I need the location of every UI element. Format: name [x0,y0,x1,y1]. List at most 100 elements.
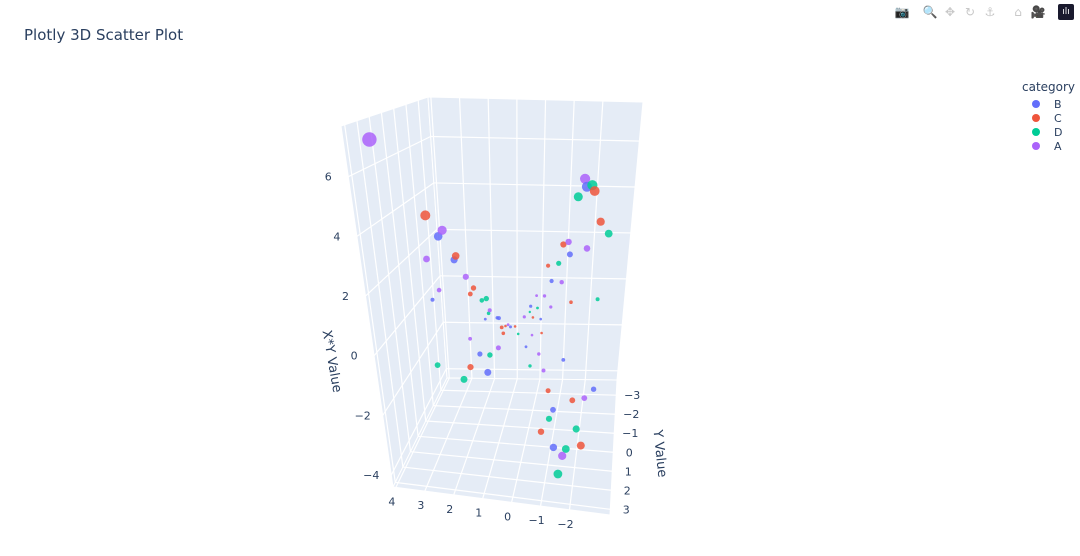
data-point-D [561,445,570,453]
gridline-x [487,98,496,379]
gridline-y [368,116,412,452]
data-point-B [496,316,501,321]
data-point-A [542,294,547,298]
pan-icon[interactable]: ✥ [944,5,956,19]
gridline-z [348,135,431,178]
data-point-A [535,294,538,297]
data-point-C [499,325,504,330]
data-point-B [483,317,487,321]
legend-item-C[interactable]: C [1032,111,1075,125]
z-tick-label: 0 [351,350,358,363]
z-tick-label: −2 [355,409,371,422]
data-point-D [483,295,489,302]
gridline-y [356,120,404,468]
data-point-A [487,308,492,313]
data-point-C [569,397,576,404]
data-point-A [468,336,472,341]
data-point-A [522,315,526,319]
orbit-rotation-icon[interactable]: ↻ [964,5,976,19]
data-point-A [541,368,546,373]
x-tick-label: −1 [528,514,544,527]
x-tick-label: 4 [388,495,395,508]
legend-label: B [1054,97,1062,111]
data-point-D [536,306,539,310]
gridline-z [443,321,623,326]
data-point-D [572,425,580,433]
legend-item-D[interactable]: D [1032,125,1075,139]
data-point-D [528,364,532,368]
data-point-C [467,364,474,371]
data-point-B [524,345,528,349]
data-point-B [477,351,483,357]
data-point-A [565,238,572,246]
z-tick-label: 6 [325,171,332,184]
y-tick-label: 0 [626,446,633,459]
gridline-y [402,466,612,491]
data-point-C [420,210,431,221]
plotly-logo-icon[interactable]: ılı [1058,4,1074,20]
data-point-B [509,325,512,329]
zoom-icon[interactable]: 🔍 [922,5,938,19]
y-tick-label: −2 [623,408,639,421]
data-point-D [595,297,600,302]
home-icon[interactable]: ⌂ [1014,5,1022,19]
data-point-C [546,263,551,268]
data-point-A [558,451,567,460]
y-tick-label: 2 [624,484,631,497]
gridline-z [373,275,441,357]
data-point-A [436,287,442,293]
data-point-D [573,192,583,202]
data-point-A [559,280,564,285]
gridline-y [393,108,427,422]
data-point-D [553,469,563,479]
gridline-z [430,135,640,142]
gridline-y [417,100,442,391]
camera-reset-icon[interactable]: 🎥 [1030,5,1046,19]
data-point-C [537,428,545,435]
data-point-D [556,260,562,266]
gridline-x [511,378,541,503]
data-point-B [539,317,542,321]
data-point-B [430,297,435,302]
data-point-C [531,316,535,319]
data-point-A [462,273,469,280]
gridline-z [436,228,631,234]
data-point-B [549,278,554,284]
y-tick-label: 1 [625,465,632,478]
gridline-y [380,112,419,437]
data-point-D [486,311,491,316]
data-point-C [504,324,507,328]
x-tick-label: 2 [446,503,453,516]
legend-item-B[interactable]: B [1032,97,1075,111]
gridline-y [425,420,615,434]
legend-marker [1032,100,1040,108]
gridline-z [356,182,435,237]
legend-title: category [1022,80,1076,94]
data-point-D [604,229,613,238]
y-tick-label: −1 [622,427,638,440]
legend-marker [1032,128,1040,136]
data-point-A [423,255,430,263]
data-point-B [590,386,597,392]
modebar: 📷 🔍 ✥ ↻ ⚓ ⌂ 🎥 ılı [894,4,1074,20]
data-point-A [580,173,591,184]
y-tick-label: −3 [624,389,640,402]
y-tick-label: 3 [623,503,630,516]
data-point-D [487,352,493,358]
data-point-A [437,225,447,235]
data-point-D [528,310,531,314]
data-point-C [513,325,517,328]
data-point-A [537,352,541,356]
gridline-z [433,182,636,188]
gridline-x [458,97,473,379]
legend-label: A [1054,139,1062,153]
legend-item-A[interactable]: A [1032,139,1075,153]
turntable-rotation-icon[interactable]: ⚓ [984,5,996,19]
gridline-x [424,378,473,492]
data-point-A [581,395,588,401]
camera-icon[interactable]: 📷 [894,5,910,19]
data-point-A [495,345,501,351]
data-point-C [451,252,460,260]
